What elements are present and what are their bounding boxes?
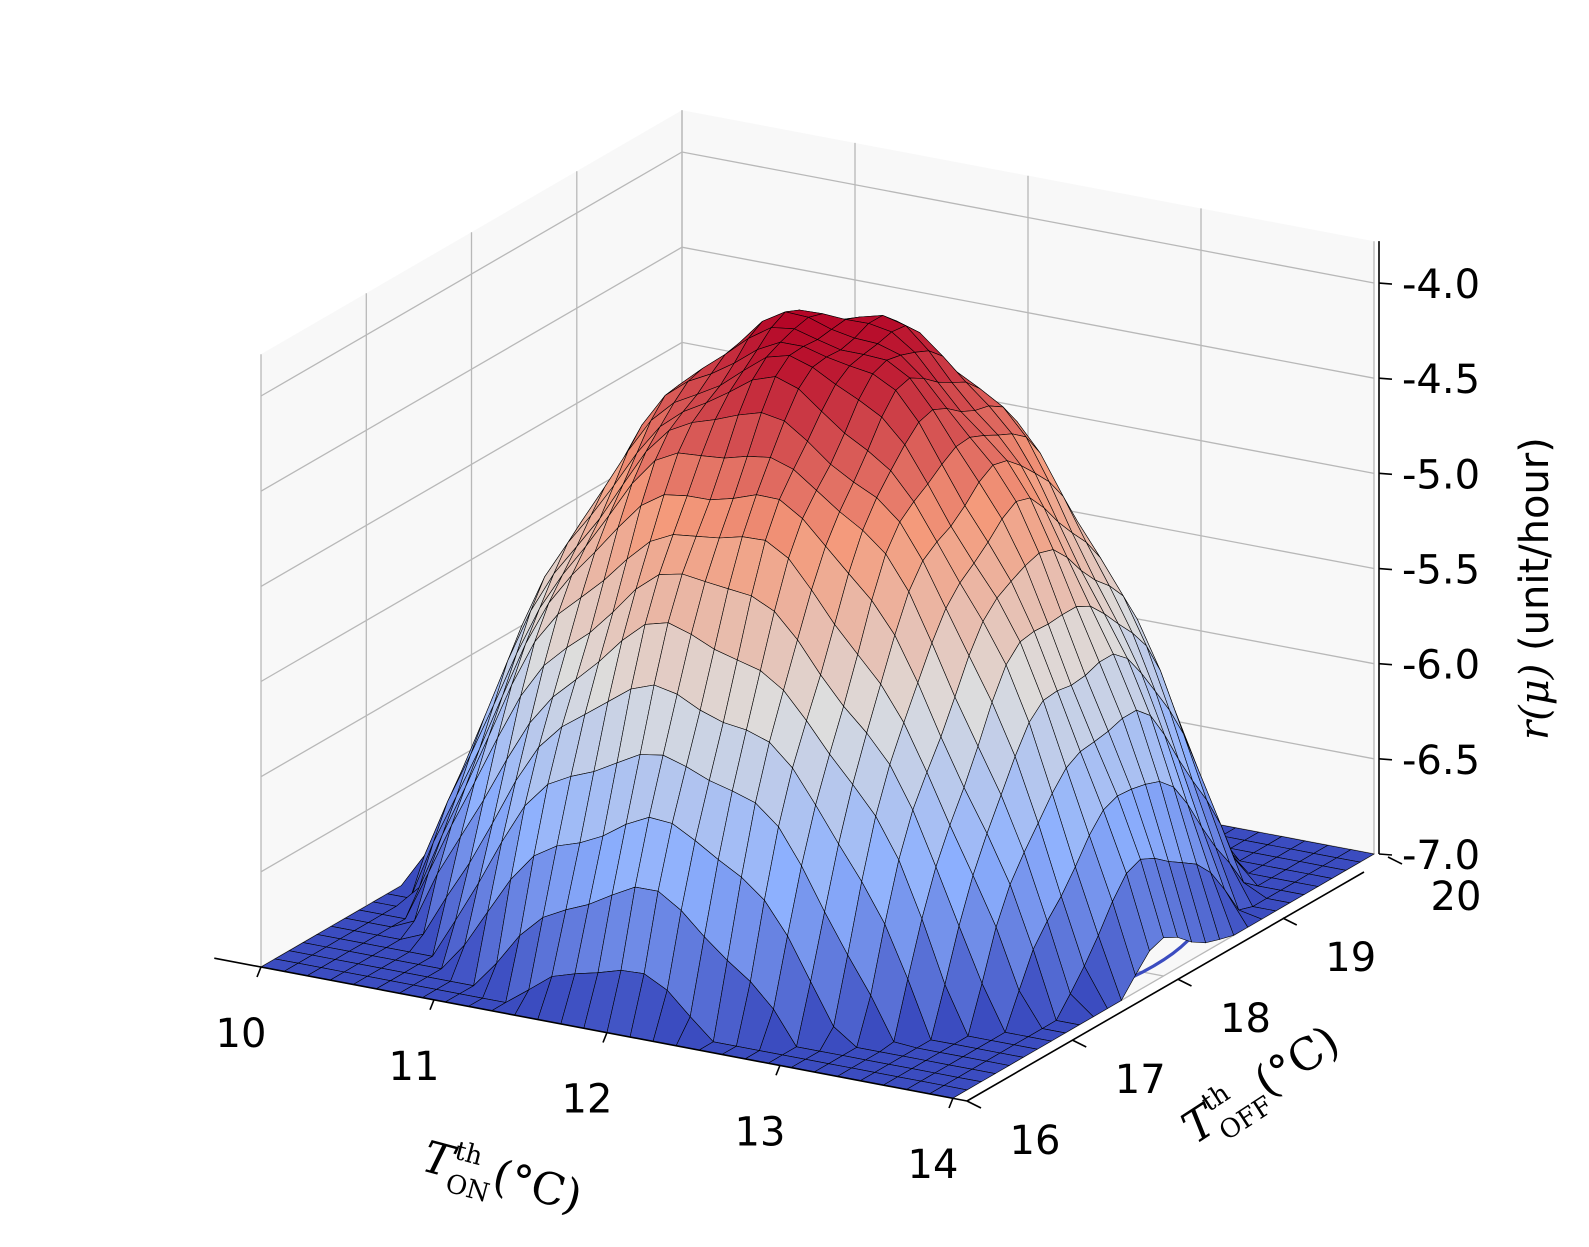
z-tick xyxy=(1378,377,1393,380)
svg-text:TthON(°C): TthON(°C) xyxy=(415,1128,589,1232)
y-tick xyxy=(1282,917,1298,926)
y-tick xyxy=(1177,978,1192,987)
x-tick xyxy=(429,999,435,1011)
y-axis-line xyxy=(966,871,1365,1102)
z-gridline xyxy=(260,341,1375,587)
y-tick-label: 16 xyxy=(1010,1118,1061,1164)
z-gridline xyxy=(260,151,1375,397)
z-tick-label: -5.5 xyxy=(1402,548,1480,594)
z-axis-label: r(μ) (unit/hour) xyxy=(1512,437,1558,740)
y-tick-label: 18 xyxy=(1220,996,1271,1042)
z-tick xyxy=(1378,472,1393,476)
y-tick-label: 19 xyxy=(1325,935,1376,981)
z-tick xyxy=(1378,853,1393,856)
x-tick xyxy=(775,1064,781,1076)
tick-labels: 10 11 12 13 14 16 17 18 19 20-7.0 -6.5 -6.0 -5.5 -5.0… xyxy=(216,262,1482,1188)
y-tick xyxy=(1387,856,1403,865)
y-tick-label: 17 xyxy=(1115,1057,1166,1103)
z-tick-label: -7.0 xyxy=(1402,833,1480,879)
x-tick xyxy=(948,1097,954,1109)
tick-marks xyxy=(256,282,1403,1109)
z-tick xyxy=(1378,662,1393,666)
z-tick-label: -6.0 xyxy=(1402,643,1480,689)
svg-text:r(μ) (unit/hour): r(μ) (unit/hour) xyxy=(1512,437,1558,740)
x-axis-label: TthON(°C) xyxy=(415,1128,589,1232)
axis-lines xyxy=(214,241,1380,1102)
y-tick xyxy=(966,1100,982,1109)
x-tick-label: 13 xyxy=(735,1109,786,1155)
z-gridline xyxy=(260,246,1375,492)
x-tick xyxy=(256,966,262,978)
z-tick-label: -4.5 xyxy=(1402,357,1480,403)
x-tick xyxy=(602,1032,608,1043)
z-tick-label: -6.5 xyxy=(1402,738,1480,784)
z-tick xyxy=(1378,282,1393,285)
surface-mesh xyxy=(260,309,1375,1099)
x-tick-label: 14 xyxy=(908,1142,959,1188)
x-tick-label: 12 xyxy=(562,1077,613,1123)
z-tick-label: -5.0 xyxy=(1402,452,1480,498)
z-tick-label: -4.0 xyxy=(1402,262,1480,308)
z-tick xyxy=(1378,567,1393,571)
y-tick xyxy=(1071,1039,1087,1048)
x-tick-label: 10 xyxy=(216,1011,267,1057)
y-tick-label: 20 xyxy=(1431,874,1482,920)
x-tick-label: 11 xyxy=(389,1044,440,1090)
z-tick xyxy=(1378,758,1393,761)
x-axis-line xyxy=(214,957,968,1102)
